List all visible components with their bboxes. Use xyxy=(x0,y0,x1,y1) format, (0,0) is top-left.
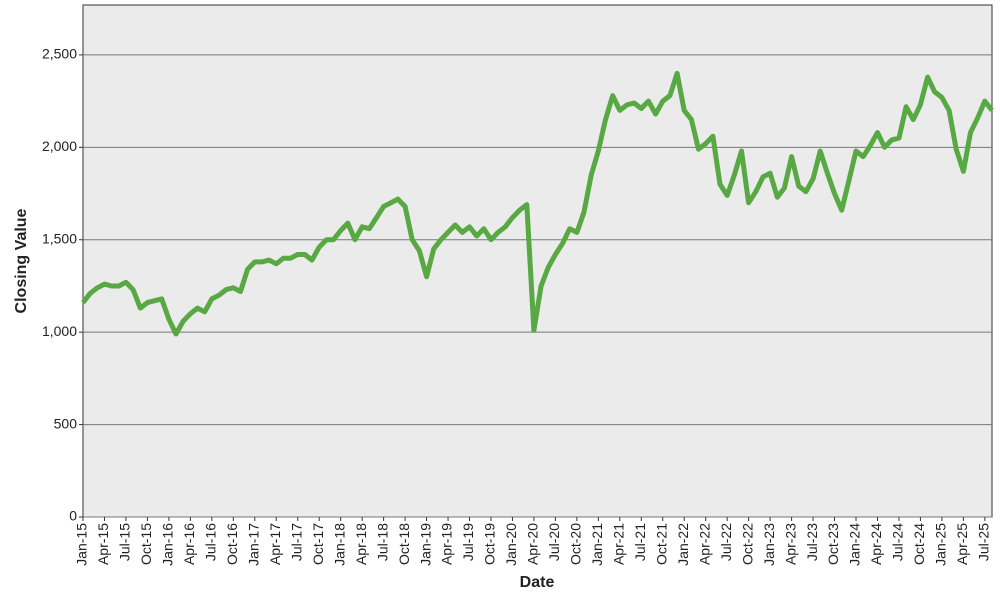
x-tick-label: Oct-17 xyxy=(310,523,326,565)
x-tick-label: Apr-23 xyxy=(782,523,798,565)
x-tick-label: Apr-22 xyxy=(696,523,712,565)
x-tick-label: Jan-20 xyxy=(503,523,519,566)
x-tick-label: Jul-15 xyxy=(117,523,133,561)
x-tick-label: Jan-23 xyxy=(761,523,777,566)
x-tick-label: Oct-22 xyxy=(739,523,755,565)
x-tick-label: Oct-16 xyxy=(224,523,240,565)
x-tick-label: Apr-25 xyxy=(954,523,970,565)
x-axis-label: Date xyxy=(520,574,555,591)
x-tick-label: Oct-15 xyxy=(138,523,154,565)
x-tick-label: Jul-17 xyxy=(288,523,304,561)
x-tick-label: Apr-20 xyxy=(525,523,541,565)
x-tick-label: Jul-19 xyxy=(460,523,476,561)
x-tick-label: Oct-24 xyxy=(911,523,927,565)
x-tick-label: Jan-15 xyxy=(74,523,90,566)
x-tick-label: Jul-18 xyxy=(374,523,390,561)
x-tick-label: Oct-20 xyxy=(568,523,584,565)
x-tick-label: Jan-19 xyxy=(417,523,433,566)
x-tick-label: Apr-19 xyxy=(439,523,455,565)
x-tick-label: Jan-17 xyxy=(245,523,261,566)
x-tick-label: Jan-18 xyxy=(331,523,347,566)
x-tick-label: Jan-21 xyxy=(589,523,605,566)
x-tick-label: Apr-17 xyxy=(267,523,283,565)
plot-area xyxy=(82,4,993,518)
x-tick-label: Apr-21 xyxy=(611,523,627,565)
y-axis-label: Closing Value xyxy=(13,208,30,313)
x-tick-label: Apr-15 xyxy=(95,523,111,565)
x-tick-label: Oct-21 xyxy=(653,523,669,565)
x-tick-label: Jul-16 xyxy=(203,523,219,561)
x-tick-label: Apr-24 xyxy=(868,523,884,565)
x-tick-label: Jul-20 xyxy=(546,523,562,561)
x-tick-label: Jan-16 xyxy=(160,523,176,566)
x-tick-label: Jul-22 xyxy=(718,523,734,561)
y-tick-label: 2,500 xyxy=(42,46,77,62)
x-tick-label: Oct-23 xyxy=(825,523,841,565)
x-tick-label: Oct-19 xyxy=(482,523,498,565)
y-tick-label: 500 xyxy=(54,415,78,431)
x-tick-label: Jan-24 xyxy=(847,523,863,566)
x-tick-label: Apr-16 xyxy=(181,523,197,565)
x-tick-label: Apr-18 xyxy=(353,523,369,565)
x-tick-label: Jul-21 xyxy=(632,523,648,561)
x-tick-label: Jan-25 xyxy=(933,523,949,566)
y-tick-label: 2,000 xyxy=(42,138,77,154)
y-tick-label: 0 xyxy=(69,508,77,524)
x-tick-label: Jul-25 xyxy=(976,523,992,561)
y-tick-label: 1,500 xyxy=(42,230,77,246)
y-tick-label: 1,000 xyxy=(42,323,77,339)
line xyxy=(81,70,994,337)
x-tick-label: Oct-18 xyxy=(396,523,412,565)
x-tick-label: Jul-23 xyxy=(804,523,820,561)
x-tick-label: Jan-22 xyxy=(675,523,691,566)
x-tick-label: Jul-24 xyxy=(890,523,906,561)
